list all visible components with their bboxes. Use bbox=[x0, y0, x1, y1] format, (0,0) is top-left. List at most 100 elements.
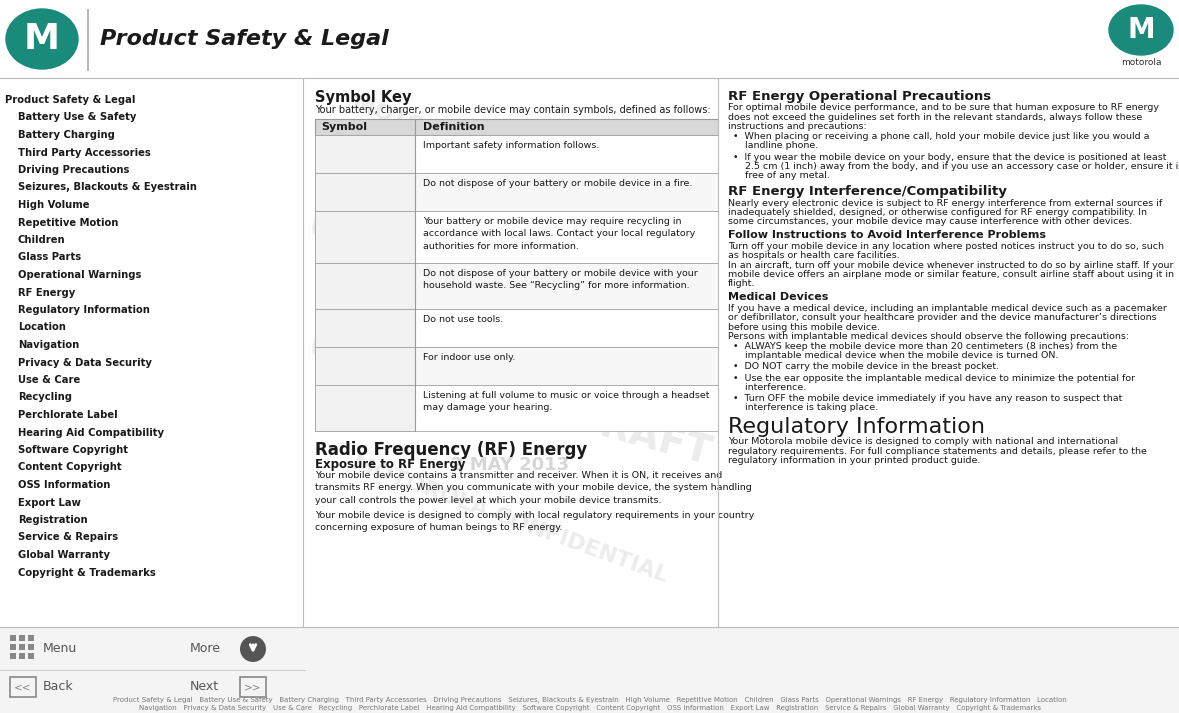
Text: or defibrillator, consult your healthcare provider and the device manufacturer’s: or defibrillator, consult your healthcar… bbox=[727, 314, 1157, 322]
Text: Product Safety & Legal: Product Safety & Legal bbox=[5, 95, 136, 105]
Text: CANCELLED DRAFT: CANCELLED DRAFT bbox=[305, 328, 714, 472]
Bar bbox=[315, 173, 415, 211]
Text: Regulatory Information: Regulatory Information bbox=[18, 305, 150, 315]
Text: Menu: Menu bbox=[42, 642, 78, 655]
Text: before using this mobile device.: before using this mobile device. bbox=[727, 322, 880, 332]
Bar bbox=[315, 119, 718, 135]
Ellipse shape bbox=[1109, 5, 1173, 55]
Bar bbox=[28, 644, 34, 650]
Text: Turn off your mobile device in any location where posted notices instruct you to: Turn off your mobile device in any locat… bbox=[727, 242, 1164, 251]
Text: RF Energy Interference/Compatibility: RF Energy Interference/Compatibility bbox=[727, 185, 1007, 198]
Text: Back: Back bbox=[42, 680, 73, 694]
Text: instructions and precautions:: instructions and precautions: bbox=[727, 122, 867, 131]
Text: Regulatory Information: Regulatory Information bbox=[727, 417, 984, 437]
Text: Glass Parts: Glass Parts bbox=[18, 252, 81, 262]
Text: Your mobile device is designed to comply with local regulatory requirements in y: Your mobile device is designed to comply… bbox=[315, 511, 755, 533]
Bar bbox=[0, 627, 1179, 713]
Text: More: More bbox=[190, 642, 220, 655]
Text: Do not use tools.: Do not use tools. bbox=[423, 315, 503, 324]
Text: Location: Location bbox=[18, 322, 66, 332]
Text: •  Turn OFF the mobile device immediately if you have any reason to suspect that: • Turn OFF the mobile device immediately… bbox=[733, 394, 1122, 403]
Text: If you have a medical device, including an implantable medical device such as a : If you have a medical device, including … bbox=[727, 304, 1167, 313]
Text: Hearing Aid Compatibility: Hearing Aid Compatibility bbox=[18, 428, 164, 438]
Text: Copyright & Trademarks: Copyright & Trademarks bbox=[18, 568, 156, 578]
Text: Do not dispose of your battery or mobile device with your
household waste. See “: Do not dispose of your battery or mobile… bbox=[423, 269, 698, 290]
Text: Symbol Key: Symbol Key bbox=[315, 90, 411, 105]
Text: 2.5 cm (1 inch) away from the body, and if you use an accessory case or holder, : 2.5 cm (1 inch) away from the body, and … bbox=[733, 162, 1179, 170]
Text: implantable medical device when the mobile device is turned ON.: implantable medical device when the mobi… bbox=[733, 352, 1059, 360]
Text: Medical Devices: Medical Devices bbox=[727, 292, 829, 302]
Text: For indoor use only.: For indoor use only. bbox=[423, 353, 515, 362]
Text: Software Copyright: Software Copyright bbox=[18, 445, 129, 455]
Text: free of any metal.: free of any metal. bbox=[733, 171, 830, 180]
Bar bbox=[315, 135, 718, 173]
Text: Your battery, charger, or mobile device may contain symbols, defined as follows:: Your battery, charger, or mobile device … bbox=[315, 105, 711, 115]
Text: Your Motorola mobile device is designed to comply with national and internationa: Your Motorola mobile device is designed … bbox=[727, 437, 1118, 446]
Text: OSS Information: OSS Information bbox=[18, 480, 111, 490]
Text: Driving Precautions: Driving Precautions bbox=[18, 165, 130, 175]
Bar bbox=[9, 635, 17, 641]
Text: M: M bbox=[1127, 16, 1154, 44]
Ellipse shape bbox=[6, 9, 78, 69]
Bar bbox=[28, 653, 34, 659]
Text: •  Use the ear opposite the implantable medical device to minimize the potential: • Use the ear opposite the implantable m… bbox=[733, 374, 1135, 383]
Bar bbox=[19, 635, 25, 641]
Text: Radio Frequency (RF) Energy: Radio Frequency (RF) Energy bbox=[315, 441, 587, 459]
Text: •  DO NOT carry the mobile device in the breast pocket.: • DO NOT carry the mobile device in the … bbox=[733, 362, 999, 371]
Bar bbox=[315, 385, 718, 431]
Text: Persons with implantable medical devices should observe the following precaution: Persons with implantable medical devices… bbox=[727, 332, 1129, 341]
Text: RF Energy: RF Energy bbox=[18, 287, 75, 297]
Bar bbox=[28, 635, 34, 641]
Text: as hospitals or health care facilities.: as hospitals or health care facilities. bbox=[727, 252, 900, 260]
Bar bbox=[9, 677, 37, 697]
Text: Third Party Accessories: Third Party Accessories bbox=[18, 148, 151, 158]
Text: regulatory information in your printed product guide.: regulatory information in your printed p… bbox=[727, 456, 981, 465]
Text: Follow Instructions to Avoid Interference Problems: Follow Instructions to Avoid Interferenc… bbox=[727, 230, 1046, 240]
Text: 2 MAY 2013: 2 MAY 2013 bbox=[450, 456, 569, 474]
Text: Battery Charging: Battery Charging bbox=[18, 130, 114, 140]
Text: Important safety information follows.: Important safety information follows. bbox=[423, 141, 599, 150]
Text: does not exceed the guidelines set forth in the relevant standards, always follo: does not exceed the guidelines set forth… bbox=[727, 113, 1142, 122]
Text: Symbol: Symbol bbox=[321, 122, 367, 132]
Text: Recycling: Recycling bbox=[18, 392, 72, 403]
Text: Privacy & Data Security: Privacy & Data Security bbox=[18, 357, 152, 367]
Bar bbox=[9, 644, 17, 650]
Text: Nearly every electronic device is subject to RF energy interference from externa: Nearly every electronic device is subjec… bbox=[727, 199, 1162, 207]
Text: Content Copyright: Content Copyright bbox=[18, 463, 121, 473]
Text: Your mobile device contains a transmitter and receiver. When it is ON, it receiv: Your mobile device contains a transmitte… bbox=[315, 471, 752, 505]
Bar bbox=[19, 653, 25, 659]
Text: MOTOROLA CONFIDENTIAL: MOTOROLA CONFIDENTIAL bbox=[349, 93, 671, 227]
Text: For optimal mobile device performance, and to be sure that human exposure to RF : For optimal mobile device performance, a… bbox=[727, 103, 1159, 113]
Text: Exposure to RF Energy: Exposure to RF Energy bbox=[315, 458, 466, 471]
Bar bbox=[315, 263, 415, 309]
Bar bbox=[315, 309, 415, 347]
Text: CANCELLED DRAFT: CANCELLED DRAFT bbox=[305, 208, 714, 352]
Text: Seizures, Blackouts & Eyestrain: Seizures, Blackouts & Eyestrain bbox=[18, 183, 197, 193]
Text: landline phone.: landline phone. bbox=[733, 141, 818, 150]
Text: >>: >> bbox=[244, 682, 262, 692]
Bar bbox=[315, 173, 718, 211]
Text: flight.: flight. bbox=[727, 279, 756, 288]
Text: Navigation   Privacy & Data Security   Use & Care   Recycling   Perchlorate Labe: Navigation Privacy & Data Security Use &… bbox=[139, 705, 1041, 711]
Text: Do not dispose of your battery or mobile device in a fire.: Do not dispose of your battery or mobile… bbox=[423, 179, 692, 188]
Text: <<: << bbox=[14, 682, 32, 692]
Text: Navigation: Navigation bbox=[18, 340, 79, 350]
Text: inadequately shielded, designed, or otherwise configured for RF energy compatibi: inadequately shielded, designed, or othe… bbox=[727, 207, 1147, 217]
Text: mobile device offers an airplane mode or similar feature, consult airline staff : mobile device offers an airplane mode or… bbox=[727, 270, 1174, 279]
Text: Battery Use & Safety: Battery Use & Safety bbox=[18, 113, 137, 123]
Bar bbox=[315, 211, 718, 263]
Text: Definition: Definition bbox=[423, 122, 485, 132]
Text: Product Safety & Legal   Battery Use & Safety   Battery Charging   Third Party A: Product Safety & Legal Battery Use & Saf… bbox=[113, 697, 1067, 703]
Text: In an aircraft, turn off your mobile device whenever instructed to do so by airl: In an aircraft, turn off your mobile dev… bbox=[727, 260, 1173, 270]
Text: some circumstances, your mobile device may cause interference with other devices: some circumstances, your mobile device m… bbox=[727, 217, 1132, 226]
Text: Listening at full volume to music or voice through a headset
may damage your hea: Listening at full volume to music or voi… bbox=[423, 391, 710, 413]
Bar bbox=[315, 347, 415, 385]
Text: •  When placing or receiving a phone call, hold your mobile device just like you: • When placing or receiving a phone call… bbox=[733, 132, 1150, 141]
Text: interference is taking place.: interference is taking place. bbox=[733, 403, 878, 412]
Text: Global Warranty: Global Warranty bbox=[18, 550, 110, 560]
Text: •  ALWAYS keep the mobile device more than 20 centimeters (8 inches) from the: • ALWAYS keep the mobile device more tha… bbox=[733, 342, 1118, 351]
Text: Operational Warnings: Operational Warnings bbox=[18, 270, 141, 280]
Bar bbox=[19, 644, 25, 650]
Text: High Volume: High Volume bbox=[18, 200, 90, 210]
Text: Repetitive Motion: Repetitive Motion bbox=[18, 217, 118, 227]
